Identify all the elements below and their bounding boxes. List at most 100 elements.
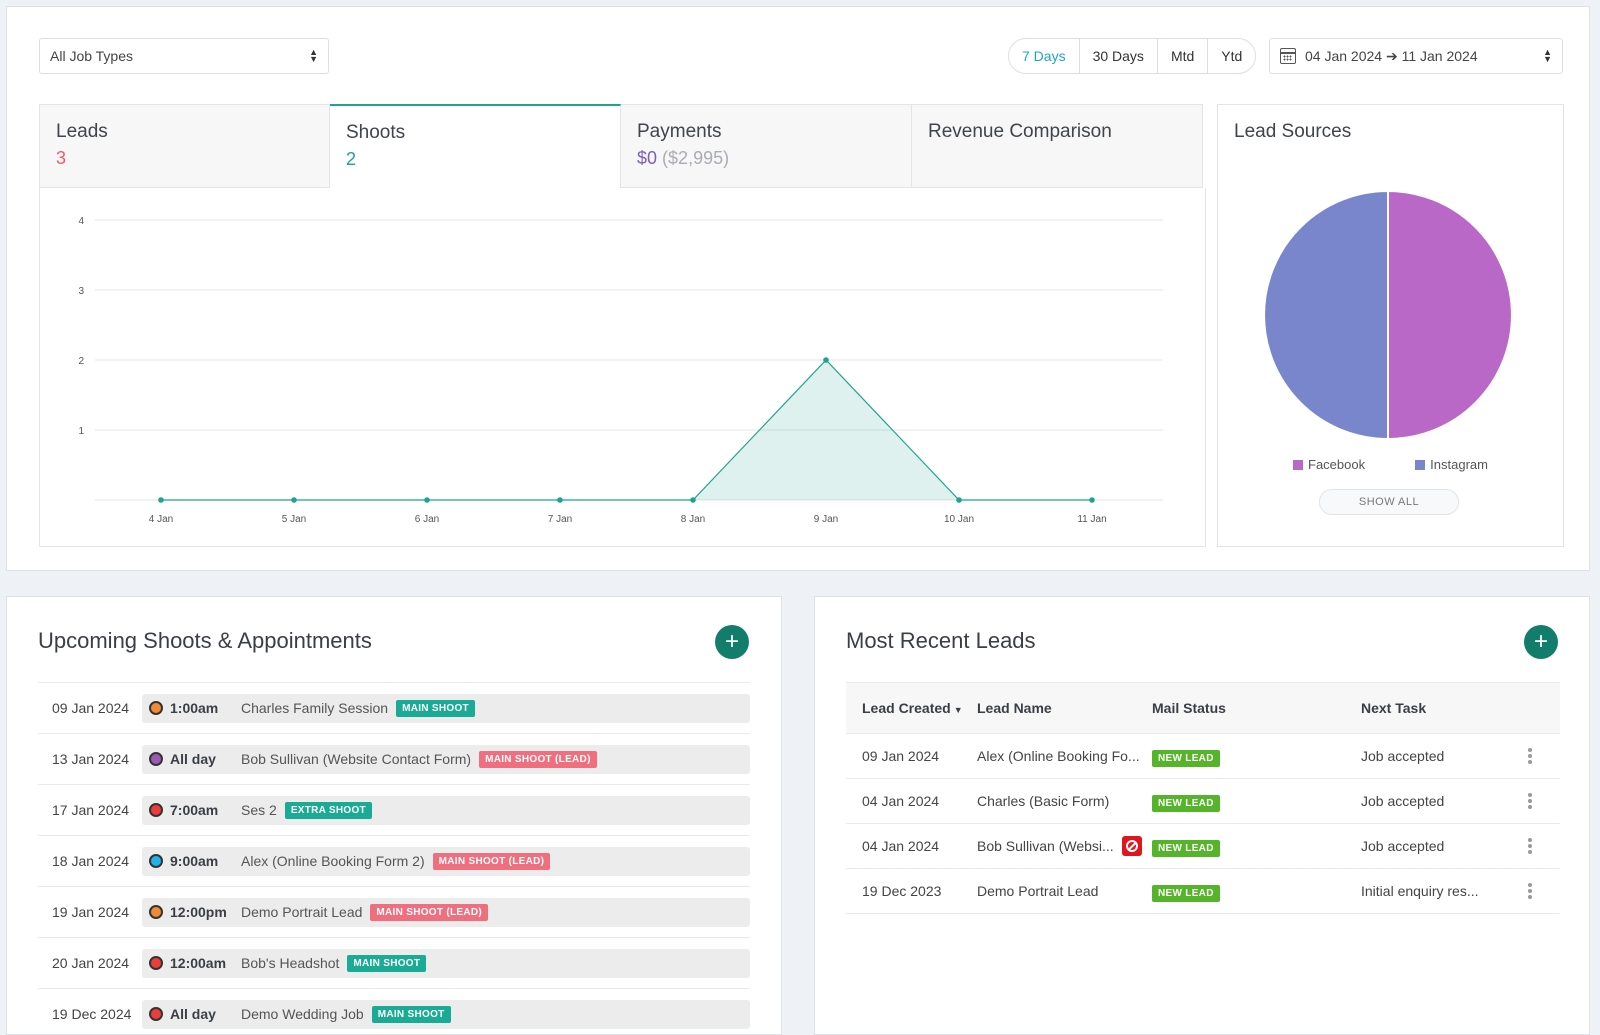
data-point[interactable] <box>557 497 563 503</box>
table-row[interactable]: 09 Jan 2024 Alex (Online Booking Fo... NEW… <box>846 733 1560 779</box>
appointment-list: 09 Jan 2024 1:00am Charles Family Session M… <box>38 682 750 1035</box>
actions-cell <box>1520 868 1560 914</box>
more-options-icon[interactable] <box>1520 748 1540 764</box>
tab-payments-title: Payments <box>637 121 722 142</box>
data-point[interactable] <box>690 497 696 503</box>
y-tick-label: 3 <box>78 286 84 297</box>
tab-revenue-comparison[interactable]: Revenue Comparison <box>912 104 1203 188</box>
list-item: 19 Dec 2024 All day Demo Wedding Job MAIN S… <box>38 988 750 1035</box>
lead-name[interactable]: Demo Portrait Lead <box>977 883 1099 899</box>
lead-name-wrap: Demo Portrait Lead <box>977 883 1152 899</box>
add-lead-button[interactable]: + <box>1524 625 1558 659</box>
range-ytd-button[interactable]: Ytd <box>1207 39 1255 73</box>
job-type-value: All Job Types <box>50 48 134 64</box>
pie-legend: Facebook Instagram <box>1218 457 1563 472</box>
status-dot-icon <box>149 1007 163 1021</box>
tab-shoots[interactable]: Shoots 2 <box>330 104 621 188</box>
column-lead-created[interactable]: Lead Created ▼ <box>846 682 977 734</box>
data-point[interactable] <box>158 497 164 503</box>
more-options-icon[interactable] <box>1520 883 1540 899</box>
appointment-pill[interactable]: 9:00am Alex (Online Booking Form 2) MAIN S… <box>142 846 750 876</box>
list-item: 19 Jan 2024 12:00pm Demo Portrait Lead MAIN… <box>38 886 750 937</box>
table-row[interactable]: 04 Jan 2024 Charles (Basic Form) NEW LEAD J… <box>846 778 1560 824</box>
mail-status-cell: NEW LEAD <box>1152 733 1361 779</box>
range-mtd-button[interactable]: Mtd <box>1156 39 1207 73</box>
appointment-pill[interactable]: 12:00pm Demo Portrait Lead MAIN SHOOT (LEA… <box>142 897 750 927</box>
status-badge: NEW LEAD <box>1152 840 1220 857</box>
y-tick-label: 4 <box>78 216 84 227</box>
job-type-select[interactable]: All Job Types ▲ ▼ <box>39 38 329 74</box>
stats-tabs: Leads 3 Shoots 2 Payments $0 ($2,995) Re… <box>39 104 1206 188</box>
actions-cell <box>1520 778 1560 824</box>
data-point[interactable] <box>823 357 829 363</box>
appointment-name: Charles Family Session <box>241 700 389 716</box>
column-lead-name[interactable]: Lead Name <box>977 682 1152 734</box>
column-next-task[interactable]: Next Task <box>1361 682 1520 734</box>
appointment-name: Ses 2 <box>241 802 277 818</box>
tab-shoots-value: 2 <box>346 149 357 169</box>
appointment-pill[interactable]: All day Bob Sullivan (Website Contact For… <box>142 744 750 774</box>
appointment-date: 20 Jan 2024 <box>52 955 130 971</box>
blocked-email-icon <box>1121 836 1142 856</box>
lead-name-wrap: Charles (Basic Form) <box>977 793 1152 809</box>
date-range-select[interactable]: 04 Jan 2024 ➔ 11 Jan 2024 ▲ ▼ <box>1269 38 1563 74</box>
lead-sources-pie <box>1263 189 1513 441</box>
status-badge: NEW LEAD <box>1152 885 1220 902</box>
appointment-time: 1:00am <box>170 700 219 716</box>
tab-leads[interactable]: Leads 3 <box>39 104 330 188</box>
range-30-days-button[interactable]: 30 Days <box>1078 39 1157 73</box>
list-item: 17 Jan 2024 7:00am Ses 2 EXTRA SHOOT <box>38 784 750 835</box>
x-tick-label: 7 Jan <box>548 514 572 525</box>
shoots-chart-svg: 1 2 3 4 4 Jan 5 Jan 6 Jan 7 Jan 8 Jan 9 Jan 10 Jan… <box>78 216 1163 525</box>
data-point[interactable] <box>291 497 297 503</box>
lead-name-wrap: Bob Sullivan (Websi... <box>977 836 1152 856</box>
tab-payments[interactable]: Payments $0 ($2,995) <box>621 104 912 188</box>
show-all-button[interactable]: SHOW ALL <box>1319 489 1459 515</box>
lead-name[interactable]: Alex (Online Booking Fo... <box>977 748 1140 764</box>
panel-title: Most Recent Leads <box>846 628 1036 653</box>
lead-name[interactable]: Bob Sullivan (Websi... <box>977 838 1114 854</box>
panel-title: Upcoming Shoots & Appointments <box>38 628 372 653</box>
appointment-pill[interactable]: 1:00am Charles Family Session MAIN SHOOT <box>142 693 750 723</box>
tab-leads-value: 3 <box>56 148 67 168</box>
more-options-icon[interactable] <box>1520 793 1540 809</box>
column-mail-status[interactable]: Mail Status <box>1152 682 1361 734</box>
appointment-pill[interactable]: All day Demo Wedding Job MAIN SHOOT <box>142 999 750 1029</box>
list-item: 20 Jan 2024 12:00am Bob's Headshot MAIN SHO… <box>38 937 750 988</box>
pie-slice-facebook[interactable] <box>1387 189 1513 441</box>
table-row[interactable]: 04 Jan 2024 Bob Sullivan (Websi... NEW LEA… <box>846 823 1560 869</box>
lead-created-cell: 04 Jan 2024 <box>846 778 977 824</box>
legend-label: Instagram <box>1430 457 1488 472</box>
list-item: 09 Jan 2024 1:00am Charles Family Session M… <box>38 682 750 733</box>
add-appointment-button[interactable]: + <box>715 625 749 659</box>
lead-created-cell: 19 Dec 2023 <box>846 868 977 914</box>
legend-label: Facebook <box>1308 457 1366 472</box>
appointment-date: 13 Jan 2024 <box>52 751 130 767</box>
lead-name-cell: Alex (Online Booking Fo... <box>977 733 1152 779</box>
appointment-date: 19 Dec 2024 <box>52 1006 132 1022</box>
x-tick-label: 6 Jan <box>415 514 439 525</box>
y-tick-label: 1 <box>78 426 84 437</box>
lead-name[interactable]: Charles (Basic Form) <box>977 793 1110 809</box>
appointment-pill[interactable]: 12:00am Bob's Headshot MAIN SHOOT <box>142 948 750 978</box>
data-point[interactable] <box>956 497 962 503</box>
appointment-time: 12:00am <box>170 955 227 971</box>
x-tick-label: 10 Jan <box>944 514 974 525</box>
data-point[interactable] <box>424 497 430 503</box>
more-options-icon[interactable] <box>1520 838 1540 854</box>
date-range-value: 04 Jan 2024 ➔ 11 Jan 2024 <box>1305 47 1478 64</box>
series-line <box>161 359 1092 501</box>
pie-slice-instagram[interactable] <box>1263 189 1389 441</box>
select-arrows-icon: ▲ ▼ <box>309 47 318 64</box>
x-tick-label: 9 Jan <box>814 514 838 525</box>
lead-name-wrap: Alex (Online Booking Fo... <box>977 748 1152 764</box>
appointment-pill[interactable]: 7:00am Ses 2 EXTRA SHOOT <box>142 795 750 825</box>
table-row[interactable]: 19 Dec 2023 Demo Portrait Lead NEW LEAD Ini… <box>846 868 1560 914</box>
x-tick-label: 5 Jan <box>282 514 306 525</box>
appointment-time: 12:00pm <box>170 904 227 920</box>
data-point[interactable] <box>1089 497 1095 503</box>
appointment-name: Demo Wedding Job <box>241 1006 364 1022</box>
range-7-days-button[interactable]: 7 Days <box>1022 48 1066 64</box>
legend-item-instagram[interactable]: Instagram <box>1415 457 1488 472</box>
legend-item-facebook[interactable]: Facebook <box>1293 457 1365 472</box>
